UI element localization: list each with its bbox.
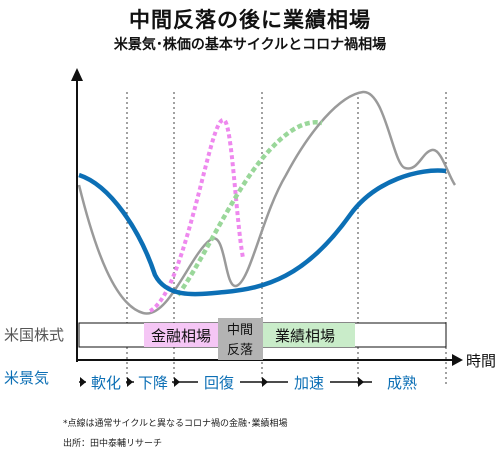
chart-subtitle: 米景気･株価の基本サイクルとコロナ禍相場 [113,37,387,53]
phase-dividers [126,92,447,385]
stage-label-5: 成熟 [387,374,417,392]
phase-midcorrection-label: 中間 [227,323,253,338]
phase-midcorrection-label-2: 反落 [227,343,253,358]
economy-row-label: 米景気 [4,369,49,387]
axes [76,73,458,362]
phase-earnings-label: 業績相場 [275,327,335,345]
stock-row-label: 米国株式 [4,326,64,344]
gray-economy-curve [77,90,457,315]
green-dotted-curve [176,120,323,297]
economy-stage-labels: 軟化 下降 回復 加速 成熟 [86,370,417,392]
stage-label-4: 加速 [294,374,324,392]
x-axis-label: 時間 [466,352,496,370]
phase-financial-box [144,323,218,347]
phase-financial-label: 金融相場 [151,327,211,345]
source-note: 出所：田中泰輔リサーチ [63,439,163,449]
footnote: *点線は通常サイクルと異なるコロナ禍の金融･業績相場 [63,419,288,429]
stage-label-3: 回復 [204,374,234,392]
stage-label-2: 下降 [138,374,168,392]
blue-stock-curve [78,168,447,297]
phase-earnings-box [263,323,355,347]
pink-dotted-curve [148,118,245,313]
phase-midcorrection-box [218,318,263,360]
stage-label-1: 軟化 [91,374,121,392]
stage-arrowheads [80,377,364,387]
x-axis-arrowhead [452,354,463,366]
y-axis-arrowhead [71,68,83,81]
chart-title: 中間反落の後に業績相場 [129,8,371,32]
